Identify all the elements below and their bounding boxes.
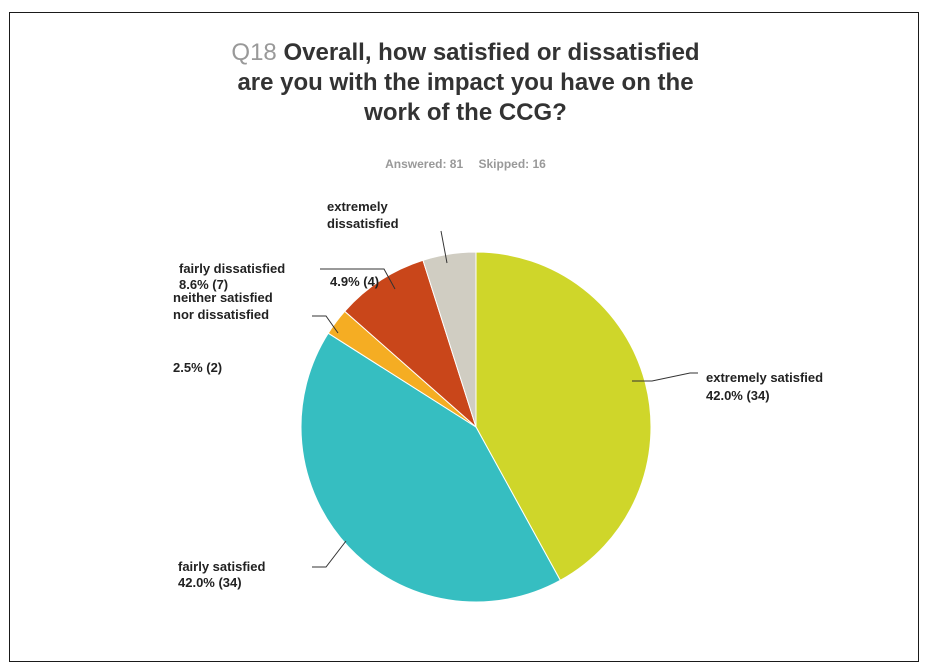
leader-lines: [312, 230, 698, 568]
leader-line: [440, 230, 448, 264]
slice-extremely-satisfied: [475, 251, 652, 582]
slice-value-label: 42.0% (34): [706, 388, 770, 403]
answered-count: Answered: 81: [385, 157, 464, 171]
slice-label: fairly satisfied: [178, 559, 265, 574]
slice-value-label: 2.5% (2): [173, 360, 222, 375]
chart-title: Q18 Overall, how satisfied or dissatisfi…: [0, 38, 931, 128]
slice-label: fairly dissatisfied: [179, 261, 285, 276]
leader-line: [320, 268, 396, 290]
slice-label-line: extremely: [327, 199, 388, 214]
response-counts: Answered: 81 Skipped: 16: [0, 157, 931, 171]
leader-line: [632, 372, 698, 382]
slice-label: extremely satisfied: [706, 370, 823, 385]
slice-value-label: 8.6% (7): [179, 277, 228, 292]
slice-label-line: dissatisfied: [327, 216, 399, 231]
question-number: Q18: [231, 39, 277, 66]
leader-line: [312, 540, 347, 568]
slice-value-label: 4.9% (4): [330, 274, 379, 289]
slice-label-line: neither satisfied: [173, 290, 273, 305]
slice-label: extremely dissatisfied: [327, 199, 399, 231]
title-line-2: are you with the impact you have on the: [237, 69, 694, 96]
title-line-3: work of the CCG?: [364, 99, 567, 126]
slice-label-line: nor dissatisfied: [173, 307, 269, 322]
slice-label-line: fairly satisfied: [178, 559, 265, 574]
title-text-1: Overall, how satisfied or dissatisfied: [283, 39, 700, 66]
slice-label: neither satisfied nor dissatisfied: [173, 290, 273, 322]
slice-label-line: extremely satisfied: [706, 370, 823, 385]
slice-label-line: fairly dissatisfied: [179, 261, 285, 276]
slice-value-label: 42.0% (34): [178, 575, 242, 590]
skipped-count: Skipped: 16: [478, 157, 546, 171]
slice-fairly-dissatisfied: [344, 259, 478, 429]
slice-fairly-satisfied: [300, 332, 561, 603]
pie-slices: [300, 251, 652, 603]
slice-extremely-dissatisfied: [422, 251, 477, 428]
title-line-1: Q18 Overall, how satisfied or dissatisfi…: [0, 38, 931, 68]
leader-line: [312, 315, 339, 334]
